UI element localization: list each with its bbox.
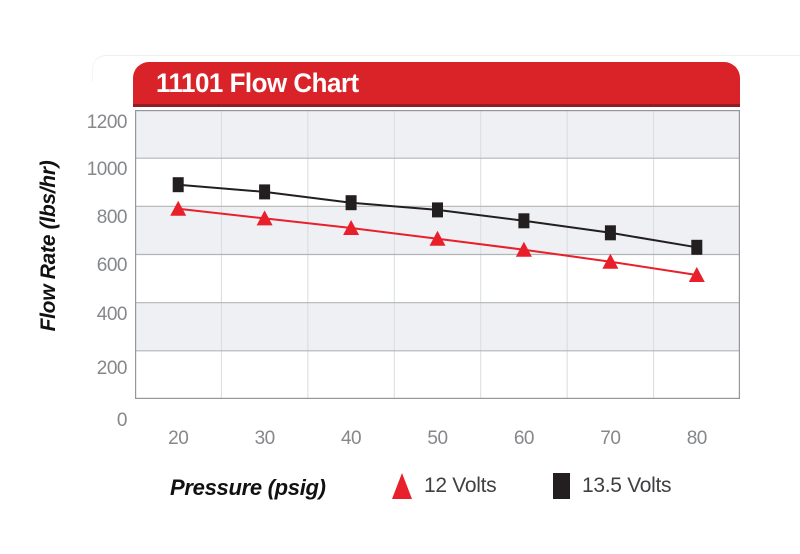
data-point-triangle xyxy=(429,230,446,246)
x-tick-label: 30 xyxy=(254,428,276,449)
legend-label-12-volts: 12 Volts xyxy=(424,474,497,497)
y-tick-label: 1200 xyxy=(86,112,128,133)
plot-area xyxy=(135,110,740,399)
data-point-triangle xyxy=(170,200,187,216)
x-tick-label: 80 xyxy=(686,428,708,449)
x-tick-label: 70 xyxy=(600,428,621,449)
data-point-triangle xyxy=(515,241,532,257)
square-marker-icon xyxy=(553,473,570,499)
data-point-square xyxy=(518,213,530,229)
legend-item-13-5-volts: 13.5 Volts xyxy=(553,473,672,499)
y-tick-label: 400 xyxy=(96,304,128,325)
data-point-square xyxy=(604,225,616,241)
x-axis-title: Pressure (psig) xyxy=(170,475,326,500)
chart-header: 11101 Flow Chart xyxy=(133,62,740,107)
data-point-square xyxy=(691,239,703,255)
plot-band xyxy=(135,302,740,351)
y-tick-label: 200 xyxy=(96,358,128,379)
y-tick-label: 1000 xyxy=(86,159,128,180)
plot-frame xyxy=(135,110,740,399)
plot-band xyxy=(135,110,740,159)
data-point-square xyxy=(172,177,184,193)
data-point-triangle xyxy=(688,267,705,282)
x-tick-label: 50 xyxy=(427,428,448,449)
y-axis-title: Flow Rate (lbs/hr) xyxy=(37,160,60,332)
data-point-triangle xyxy=(256,210,273,226)
plot-svg xyxy=(135,110,740,399)
x-tick-label: 40 xyxy=(340,428,362,449)
x-tick-label: 60 xyxy=(513,428,535,449)
y-tick-label: 800 xyxy=(96,207,128,228)
chart-title: 11101 Flow Chart xyxy=(156,67,359,98)
y-tick-label: 0 xyxy=(116,410,128,431)
legend-item-12-volts: 12 Volts xyxy=(392,473,497,499)
x-tick-label: 20 xyxy=(168,428,189,449)
data-point-square xyxy=(345,195,357,211)
data-point-triangle xyxy=(343,220,360,235)
data-point-square xyxy=(259,184,271,200)
data-point-square xyxy=(432,202,443,218)
y-tick-label: 600 xyxy=(96,255,128,276)
legend-label-13-5-volts: 13.5 Volts xyxy=(582,474,672,497)
data-point-triangle xyxy=(602,253,619,269)
triangle-marker-icon xyxy=(392,473,412,499)
